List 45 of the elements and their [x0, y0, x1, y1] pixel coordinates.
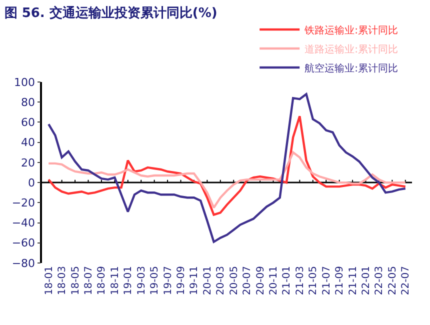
y-tick-label: 20: [21, 156, 36, 170]
x-tick-label: 18-05: [70, 266, 82, 296]
x-tick-label: 18-07: [84, 266, 94, 296]
legend-label: 铁路运输业:累计同比: [304, 24, 398, 36]
x-tick-label: 20-07: [242, 266, 254, 296]
x-tick-label: 18-11: [110, 266, 121, 296]
y-tick-label: 80: [21, 96, 36, 109]
x-tick-label: 20-01: [202, 266, 214, 296]
line-series: [48, 151, 406, 209]
y-tick-label: 60: [21, 116, 36, 130]
line-series: [48, 115, 406, 216]
y-tick-label: −60: [12, 236, 36, 250]
x-tick-label: 22-07: [400, 266, 412, 296]
x-tick-label: 21-05: [308, 266, 320, 296]
x-tick-label: 21-03: [294, 266, 306, 296]
x-tick-label: 22-05: [387, 266, 398, 296]
x-tick-label: 21-07: [321, 266, 332, 296]
x-tick-label: 18-01: [44, 266, 55, 296]
x-tick-label: 21-01: [282, 266, 293, 296]
x-tick-label: 21-11: [348, 266, 359, 296]
x-tick-label: 20-03: [216, 266, 227, 296]
x-tick-label: 19-07: [162, 266, 174, 296]
y-tick-label: −20: [12, 196, 36, 210]
line-series: [48, 92, 406, 243]
x-tick-label: 19-05: [150, 266, 161, 296]
x-tick-label: 22-03: [374, 266, 386, 296]
x-tick-label: 19-03: [136, 266, 148, 296]
x-tick-label: 22-01: [361, 266, 372, 296]
x-tick-label: 19-01: [123, 266, 134, 296]
legend-label: 航空运输业:累计同比: [304, 62, 398, 74]
chart-title: 图 56. 交通运输业投资累计同比(%): [4, 5, 218, 22]
y-tick-label: −40: [12, 216, 36, 230]
y-tick-label: −80: [12, 256, 36, 270]
x-tick-label: 18-03: [57, 266, 68, 296]
x-tick-label: 20-09: [255, 266, 266, 296]
x-tick-label: 19-11: [189, 266, 200, 296]
x-tick-label: 19-09: [176, 266, 187, 296]
legend-label: 道路运输业:累计同比: [304, 43, 398, 56]
y-tick-label: 40: [21, 136, 36, 150]
x-tick-label: 20-11: [268, 266, 280, 296]
x-tick-label: 18-09: [96, 266, 108, 296]
y-tick-label: 100: [14, 76, 36, 89]
x-tick-label: 20-05: [228, 266, 240, 296]
y-tick-label: 0: [28, 176, 36, 190]
x-tick-label: 21-09: [334, 266, 346, 296]
